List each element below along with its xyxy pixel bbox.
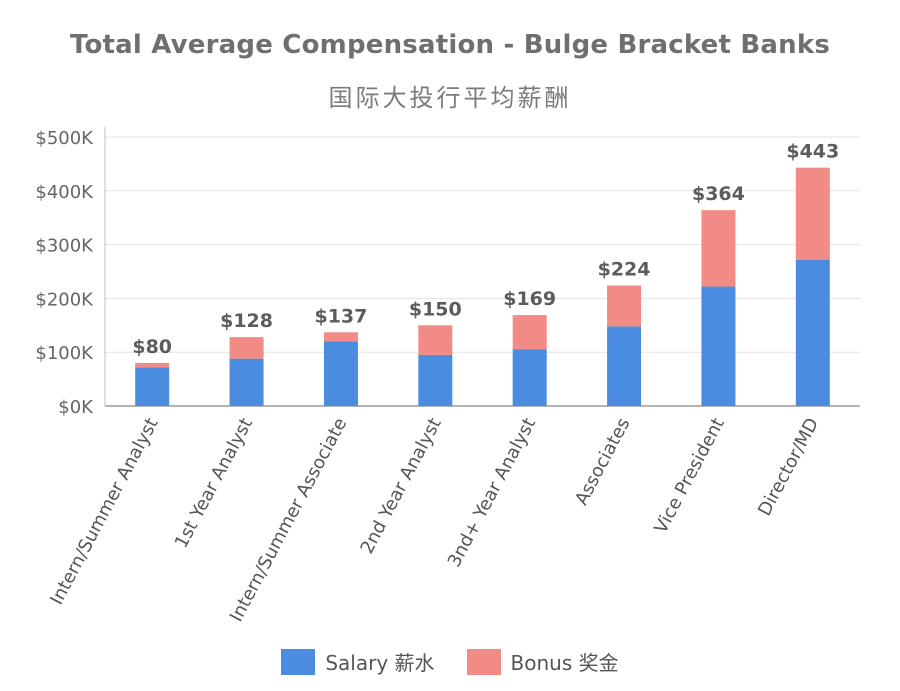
bar-salary (135, 367, 170, 406)
y-tick-label: $200K (35, 289, 94, 310)
bar-salary (512, 349, 547, 406)
y-tick-label: $500K (35, 128, 94, 149)
y-tick-label: $400K (35, 182, 94, 203)
total-label: $364 (692, 183, 745, 205)
bar-salary (795, 259, 830, 406)
bar-bonus (701, 210, 736, 287)
legend: Salary 薪水 Bonus 奖金 (0, 647, 900, 676)
x-tick-label: 1st Year Analyst (171, 414, 257, 551)
total-label: $137 (314, 305, 367, 327)
y-tick-label: $0K (58, 397, 94, 418)
legend-label-salary: Salary 薪水 (325, 651, 435, 675)
x-tick-label: Vice President (650, 414, 728, 537)
total-label: $443 (786, 141, 839, 163)
total-label: $150 (409, 298, 462, 320)
bar-bonus (607, 285, 642, 327)
bar-salary (229, 358, 264, 406)
x-tick-label: Intern/Summer Analyst (46, 414, 162, 608)
y-tick-label: $300K (35, 236, 94, 257)
bar-bonus (229, 337, 264, 359)
x-tick-label: 3nd+ Year Analyst (444, 414, 540, 570)
bar-bonus (323, 332, 358, 342)
legend-swatch-salary (281, 648, 316, 675)
x-tick-label: Director/MD (754, 414, 823, 519)
total-label: $80 (132, 336, 172, 358)
bar-salary (701, 286, 736, 406)
bar-salary (418, 354, 453, 406)
y-tick-label: $100K (35, 343, 94, 364)
total-label: $128 (220, 310, 273, 332)
bar-bonus (135, 362, 170, 368)
bar-bonus (512, 315, 547, 350)
chart-title: Total Average Compensation - Bulge Brack… (69, 30, 831, 60)
bar-salary (607, 326, 642, 406)
bar-bonus (418, 325, 453, 355)
legend-label-bonus: Bonus 奖金 (510, 651, 619, 675)
legend-item-bonus: Bonus 奖金 (466, 647, 619, 676)
bar-bonus (795, 167, 830, 260)
total-label: $169 (503, 288, 556, 310)
x-tick-label: Associates (571, 414, 634, 508)
chart-subtitle: 国际大投行平均薪酬 (328, 84, 572, 112)
x-tick-label: 2nd Year Analyst (356, 414, 445, 557)
legend-item-salary: Salary 薪水 (281, 647, 435, 676)
total-label: $224 (598, 258, 651, 280)
bar-salary (323, 341, 358, 406)
legend-swatch-bonus (466, 648, 501, 675)
